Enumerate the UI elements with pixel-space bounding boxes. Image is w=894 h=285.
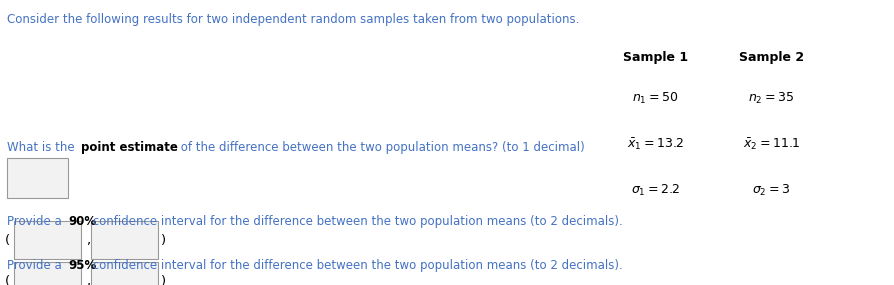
Text: $\sigma_1 = 2.2$: $\sigma_1 = 2.2$ <box>630 182 679 198</box>
Text: $n_1 = 50$: $n_1 = 50$ <box>631 91 678 106</box>
FancyBboxPatch shape <box>14 262 81 285</box>
Text: point estimate: point estimate <box>80 141 178 154</box>
Text: confidence interval for the difference between the two population means (to 2 de: confidence interval for the difference b… <box>89 215 622 228</box>
Text: Provide a: Provide a <box>7 215 65 228</box>
Text: (: ( <box>4 234 10 247</box>
Text: ): ) <box>161 275 166 285</box>
Text: $n_2 = 35$: $n_2 = 35$ <box>747 91 794 106</box>
Text: Sample 1: Sample 1 <box>622 51 687 64</box>
FancyBboxPatch shape <box>91 262 158 285</box>
Text: (: ( <box>4 275 10 285</box>
FancyBboxPatch shape <box>14 221 81 259</box>
Text: Sample 2: Sample 2 <box>738 51 803 64</box>
Text: 95%: 95% <box>69 259 97 272</box>
Text: $\bar{x}_2 = 11.1$: $\bar{x}_2 = 11.1$ <box>742 137 799 152</box>
Text: Consider the following results for two independent random samples taken from two: Consider the following results for two i… <box>7 13 579 26</box>
Text: ): ) <box>161 234 166 247</box>
Text: confidence interval for the difference between the two population means (to 2 de: confidence interval for the difference b… <box>89 259 622 272</box>
Text: 90%: 90% <box>69 215 97 228</box>
Text: $\sigma_2 = 3$: $\sigma_2 = 3$ <box>752 182 789 198</box>
Text: Provide a: Provide a <box>7 259 65 272</box>
Text: $\bar{x}_1 = 13.2$: $\bar{x}_1 = 13.2$ <box>626 137 683 152</box>
Text: ,: , <box>86 234 90 247</box>
Text: What is the: What is the <box>7 141 79 154</box>
FancyBboxPatch shape <box>91 221 158 259</box>
FancyBboxPatch shape <box>7 158 68 198</box>
Text: of the difference between the two population means? (to 1 decimal): of the difference between the two popula… <box>176 141 584 154</box>
Text: ,: , <box>86 275 90 285</box>
